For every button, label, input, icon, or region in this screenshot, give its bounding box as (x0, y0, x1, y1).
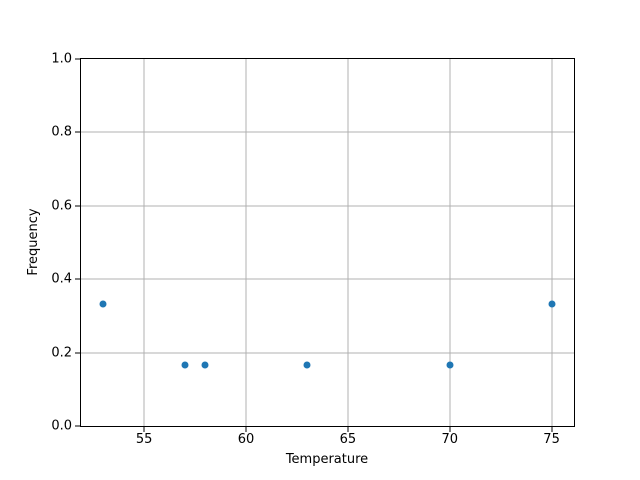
y-tick-label: 0.4 (51, 271, 72, 287)
x-tick-label: 75 (543, 432, 560, 447)
x-tick-mark (245, 427, 247, 432)
x-tick-label: 70 (441, 432, 458, 447)
x-gridline (449, 59, 451, 426)
scatter-point (303, 361, 311, 369)
y-tick-mark (75, 278, 80, 280)
y-tick-label: 0.2 (51, 345, 72, 361)
plot-area: 55 60 65 70 75 0.0 0.2 0.4 0.6 0.8 1.0 (51, 53, 575, 446)
y-gridline (81, 278, 574, 280)
x-gridline (143, 59, 145, 426)
scatter-point (201, 361, 209, 369)
y-tick-mark (75, 205, 80, 207)
y-tick-mark (75, 131, 80, 133)
x-gridline (551, 59, 553, 426)
y-gridline (81, 352, 574, 354)
scatter-point (99, 300, 107, 308)
x-tick-label: 60 (237, 432, 255, 447)
y-tick-mark (75, 352, 80, 354)
y-tick-mark (75, 58, 80, 60)
scatter-point (548, 300, 556, 308)
y-gridline (81, 205, 574, 207)
x-tick-label: 65 (339, 432, 357, 447)
x-tick-label: 55 (135, 432, 153, 447)
x-gridline (245, 59, 247, 426)
y-tick-label: 1.0 (51, 51, 72, 67)
x-tick-mark (143, 427, 145, 432)
x-gridline (347, 59, 349, 426)
x-axis-label: Temperature (285, 452, 369, 467)
y-axis-label: Frequency (26, 208, 42, 276)
x-tick-mark (551, 427, 553, 432)
x-tick-mark (449, 427, 451, 432)
scatter-point (446, 361, 454, 369)
y-tick-label: 0.0 (51, 418, 72, 434)
y-tick-mark (75, 425, 80, 427)
scatter-point (181, 361, 189, 369)
x-tick-mark (347, 427, 349, 432)
y-tick-label: 0.8 (51, 124, 72, 140)
y-tick-label: 0.6 (51, 198, 72, 214)
y-gridline (81, 131, 574, 133)
